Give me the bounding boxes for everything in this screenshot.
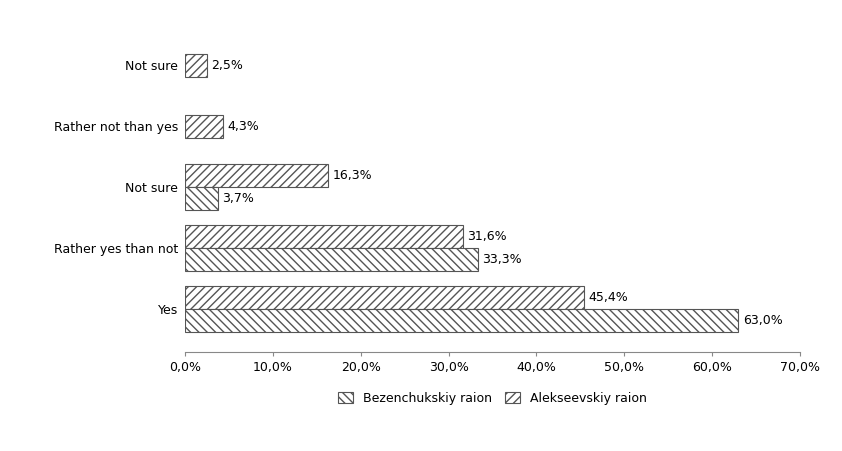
Bar [185,286,584,309]
Text: 45,4%: 45,4% [589,291,628,304]
Bar [185,248,477,272]
Text: 31,6%: 31,6% [467,230,507,243]
Bar [185,54,207,77]
Bar [185,115,223,138]
Text: 4,3%: 4,3% [227,120,259,133]
Text: 33,3%: 33,3% [482,253,522,266]
Bar [185,187,218,210]
Legend: Bezenchukskiy raion, Alekseevskiy raion: Bezenchukskiy raion, Alekseevskiy raion [338,392,647,405]
Text: 2,5%: 2,5% [211,59,243,72]
Bar [185,225,463,248]
Bar [185,164,328,187]
Text: 16,3%: 16,3% [333,169,372,182]
Text: 63,0%: 63,0% [743,314,782,327]
Text: 3,7%: 3,7% [222,192,254,205]
Bar [185,309,738,332]
